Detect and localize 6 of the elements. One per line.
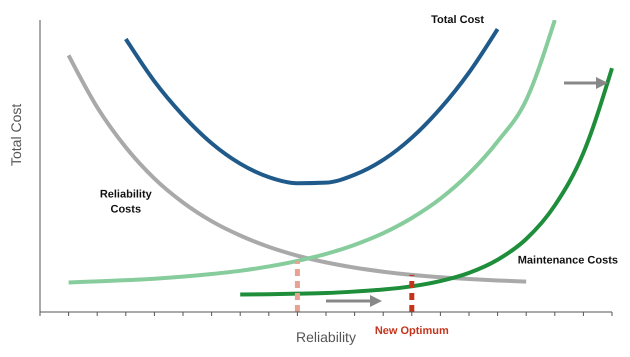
- series-label: Total Cost: [431, 14, 484, 26]
- series-label: Maintenance Costs: [518, 254, 618, 266]
- y-axis-title: Total Cost: [8, 104, 24, 166]
- x-axis-title: Reliability: [296, 329, 356, 345]
- text: New Optimum: [374, 324, 449, 337]
- series-label: Reliability Costs: [100, 188, 153, 216]
